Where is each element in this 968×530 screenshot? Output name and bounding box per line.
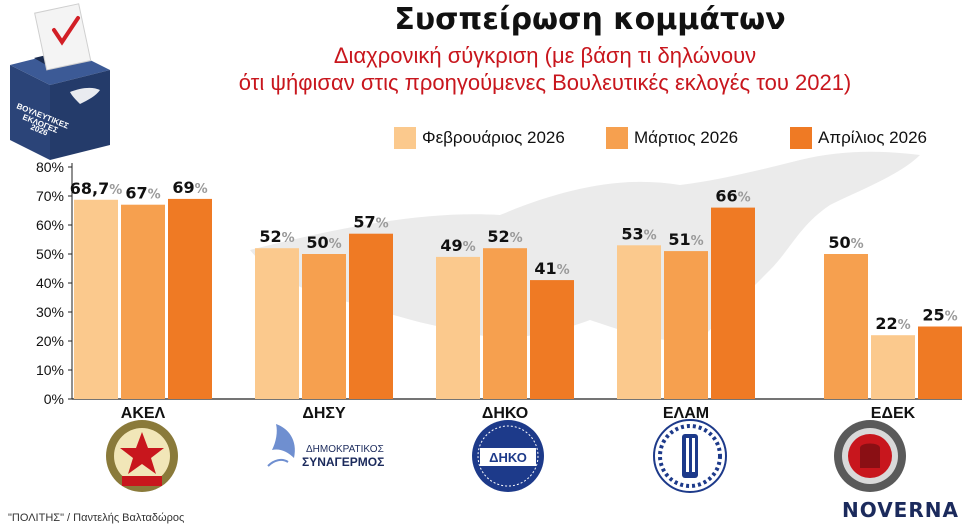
- y-tick-label: 40%: [36, 275, 64, 291]
- subtitle-line-2: ότι ψήφισαν στις προηγούμενες Βουλευτικέ…: [238, 70, 852, 95]
- bar-edek-0: [824, 254, 868, 399]
- x-category-label: ΔΗΚΟ: [482, 405, 528, 422]
- legend-item-apr: Απρίλιος 2026: [790, 126, 927, 150]
- chart-subtitle: Διαχρονική σύγκριση (με βάση τι δηλώνουν…: [150, 42, 940, 96]
- y-tick-label: 20%: [36, 333, 64, 349]
- x-category-label: ΕΛΑΜ: [663, 405, 709, 422]
- bar-label-feb-2: 49%: [440, 236, 475, 255]
- akel-logo-icon: [106, 420, 178, 492]
- bar-mar-2: [483, 248, 527, 399]
- bar-label-apr-0: 69%: [172, 178, 207, 197]
- legend-swatch-apr: [790, 127, 812, 149]
- bar-feb-0: [74, 199, 118, 399]
- noverna-brand-logo: NOVERNA: [842, 498, 959, 522]
- y-tick-label: 30%: [36, 304, 64, 320]
- chart-title: Συσπείρωση κομμάτων: [394, 2, 786, 37]
- bar-label-apr-1: 57%: [353, 213, 388, 232]
- bar-apr-3: [711, 207, 755, 399]
- bar-label-mar-3: 51%: [668, 230, 703, 249]
- diko-logo-text: ΔΗΚΟ: [489, 450, 527, 465]
- y-tick-label: 80%: [36, 159, 64, 175]
- bar-apr-2: [530, 280, 574, 399]
- edek-logo-icon: [834, 420, 906, 492]
- legend-label-apr: Απρίλιος 2026: [818, 128, 927, 147]
- bar-mar-1: [302, 254, 346, 399]
- cyprus-map-silhouette: [250, 151, 920, 341]
- y-tick-label: 0%: [44, 391, 64, 407]
- bar-label-apr-3: 66%: [715, 187, 750, 206]
- bar-label-edek-2: 25%: [922, 306, 957, 325]
- x-category-label: ΕΔΕΚ: [871, 405, 916, 422]
- diko-logo-icon: ΔΗΚΟ: [472, 420, 544, 492]
- bar-label-apr-2: 41%: [534, 259, 569, 278]
- bar-mar-3: [664, 251, 708, 399]
- y-tick-label: 50%: [36, 246, 64, 262]
- bar-label-feb-0: 68,7%: [70, 179, 123, 198]
- bar-feb-3: [617, 245, 661, 399]
- bar-label-feb-1: 52%: [259, 227, 294, 246]
- y-tick-label: 10%: [36, 362, 64, 378]
- bar-label-feb-3: 53%: [621, 224, 656, 243]
- disy-logo-text-2: ΣΥΝΑΓΕΡΜΟΣ: [302, 455, 384, 469]
- disy-logo-text-1: ΔΗΜΟΚΡΑΤΙΚΟΣ: [306, 444, 384, 455]
- bar-edek-1: [871, 335, 915, 399]
- legend-label-mar: Μάρτιος 2026: [634, 128, 739, 147]
- bar-feb-1: [255, 248, 299, 399]
- y-tick-label: 70%: [36, 188, 64, 204]
- subtitle-line-1: Διαχρονική σύγκριση (με βάση τι δηλώνουν: [333, 43, 757, 68]
- legend-swatch-feb: [394, 127, 416, 149]
- bar-label-edek-1: 22%: [875, 314, 910, 333]
- bar-label-mar-1: 50%: [306, 233, 341, 252]
- bar-apr-1: [349, 233, 393, 399]
- bar-mar-0: [121, 204, 165, 399]
- source-credit: "ΠΟΛΙΤΗΣ" / Παντελής Βαλταδώρος: [8, 512, 185, 524]
- bar-edek-2: [918, 326, 962, 399]
- bar-apr-0: [168, 198, 212, 399]
- y-tick-label: 60%: [36, 217, 64, 233]
- legend-item-feb: Φεβρουάριος 2026: [394, 126, 565, 150]
- legend-item-mar: Μάρτιος 2026: [606, 126, 738, 150]
- legend-label-feb: Φεβρουάριος 2026: [422, 128, 565, 147]
- x-category-label: ΑΚΕΛ: [121, 405, 166, 422]
- bar-label-mar-0: 67%: [125, 184, 160, 203]
- disy-logo-icon: ΔΗΜΟΚΡΑΤΙΚΟΣ ΣΥΝΑΓΕΡΜΟΣ: [267, 424, 384, 469]
- elam-logo-icon: [653, 419, 727, 493]
- bar-label-mar-2: 52%: [487, 227, 522, 246]
- legend-swatch-mar: [606, 127, 628, 149]
- bar-feb-2: [436, 256, 480, 399]
- x-category-label: ΔΗΣΥ: [302, 405, 346, 422]
- ballot-box: [10, 3, 110, 160]
- bar-label-edek-0: 50%: [828, 233, 863, 252]
